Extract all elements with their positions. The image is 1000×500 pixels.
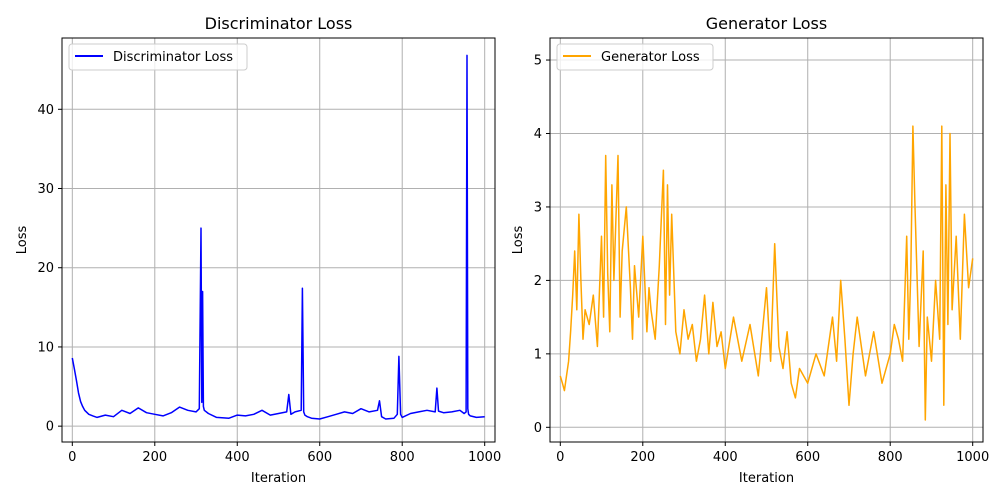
x-tick-label: 400	[225, 450, 250, 465]
y-tick-label: 5	[534, 54, 542, 69]
series-line	[71, 54, 485, 420]
series-line	[559, 125, 974, 421]
legend-box	[68, 43, 248, 71]
legend: Generator Loss	[556, 43, 714, 71]
x-axis-label: Iteration	[251, 471, 306, 486]
x-axis-label: Iteration	[739, 471, 794, 486]
x-tick-label: 1000	[468, 450, 501, 465]
x-tick-label: 200	[630, 450, 655, 465]
series-layer	[71, 54, 485, 420]
x-tick-label: 800	[390, 450, 415, 465]
y-tick-label: 10	[37, 340, 54, 355]
x-tick-label: 600	[307, 450, 332, 465]
y-axis-label: Loss	[511, 226, 526, 255]
x-ticks: 0 200 400 600 800 1000	[556, 442, 989, 465]
legend-box	[556, 43, 714, 71]
x-tick-label: 200	[142, 450, 167, 465]
y-tick-label: 0	[46, 420, 54, 435]
chart-title: Discriminator Loss	[205, 14, 353, 33]
x-tick-label: 1000	[956, 450, 989, 465]
legend-label: Discriminator Loss	[113, 50, 233, 65]
x-tick-label: 0	[68, 450, 76, 465]
y-tick-label: 1	[534, 347, 542, 362]
x-tick-label: 0	[556, 450, 564, 465]
y-tick-label: 20	[37, 261, 54, 276]
x-tick-label: 400	[713, 450, 738, 465]
axes-frame	[61, 37, 496, 443]
y-axis-label: Loss	[15, 226, 30, 255]
x-tick-label: 800	[878, 450, 903, 465]
y-tick-label: 3	[534, 200, 542, 215]
series-layer	[559, 125, 974, 421]
y-tick-label: 30	[37, 182, 54, 197]
x-ticks: 0 200 400 600 800 1000	[68, 442, 501, 465]
grid	[550, 38, 983, 442]
axes-frame	[549, 37, 984, 443]
x-tick-label: 600	[795, 450, 820, 465]
y-ticks: 0 10 20 30 40	[37, 103, 62, 435]
chart-title: Generator Loss	[706, 14, 827, 33]
legend-label: Generator Loss	[601, 50, 700, 65]
y-ticks: 0 1 2 3 4 5	[534, 54, 550, 436]
grid	[62, 38, 495, 442]
y-tick-label: 0	[534, 421, 542, 436]
discriminator-loss-panel: 0 200 400 600 800 1000 0 10 20 30 40 Discriminato…	[15, 14, 501, 486]
y-tick-label: 4	[534, 127, 542, 142]
y-tick-label: 40	[37, 103, 54, 118]
legend: Discriminator Loss	[68, 43, 248, 71]
y-tick-label: 2	[534, 274, 542, 289]
